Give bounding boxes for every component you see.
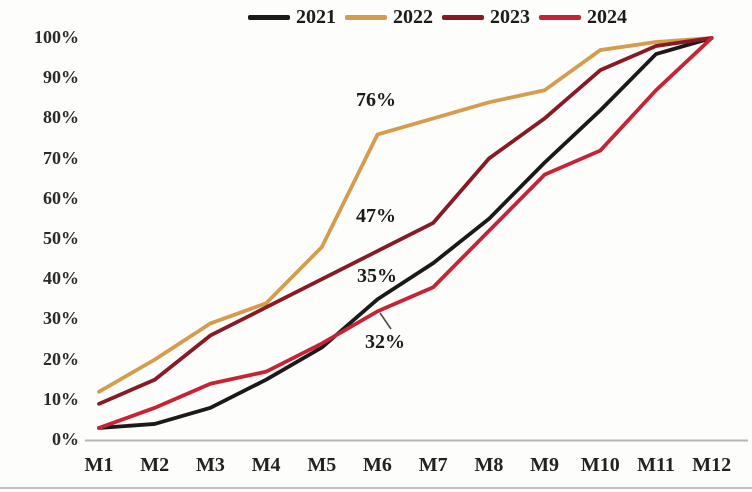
x-tick-label-M3: M3 [195,454,225,476]
x-tick-label-M2: M2 [140,454,170,476]
legend-swatch-2024 [539,14,581,20]
legend-swatch-2021 [248,14,290,20]
x-tick-label-M9: M9 [530,454,560,476]
series-line-2022 [97,36,714,394]
y-tick-label-40: 40% [43,268,79,289]
annotation-label-47: 47% [356,205,396,227]
legend-swatch-2023 [442,14,484,20]
x-tick-label-M12: M12 [692,454,732,476]
legend-label-2023: 2023 [490,6,530,28]
legend-label-2022: 2022 [393,6,433,28]
y-tick-label-50: 50% [43,228,79,248]
y-tick-label-10: 10% [43,388,79,409]
legend-item-2024: 2024 [539,5,627,29]
x-tick-label-M4: M4 [251,454,281,476]
y-tick-label-100: 100% [34,27,79,47]
annotation-label-35: 35% [357,265,397,287]
x-tick-label-M1: M1 [84,454,114,476]
y-tick-label-20: 20% [43,348,79,369]
y-tick-label-60: 60% [43,187,79,208]
legend-item-2022: 2022 [345,5,433,29]
annotation-leader-line [379,312,392,330]
annotation-label-76: 76% [356,89,396,111]
legend-item-2021: 2021 [248,5,336,29]
x-tick-label-M11: M11 [637,454,675,476]
legend-label-2021: 2021 [296,6,336,28]
series-line-2021 [97,36,714,430]
legend-label-2024: 2024 [587,6,627,28]
bottom-divider [0,487,752,489]
y-tick-label-0: 0% [52,429,79,449]
x-tick-label-M6: M6 [363,454,392,476]
legend-item-2023: 2023 [442,5,530,29]
chart-legend: 2021 2022 2023 2024 [248,5,627,29]
x-tick-label-M10: M10 [580,454,620,476]
series-line-2023 [97,36,714,406]
y-tick-label-70: 70% [43,147,79,168]
y-tick-label-30: 30% [43,308,79,329]
y-tick-label-90: 90% [43,67,79,88]
legend-swatch-2022 [345,14,387,20]
x-tick-label-M8: M8 [474,454,504,476]
annotation-label-32: 32% [365,331,405,353]
x-tick-label-M7: M7 [418,454,448,476]
y-tick-label-80: 80% [43,107,79,128]
x-tick-label-M5: M5 [307,454,337,476]
series-line-2024 [97,36,714,430]
